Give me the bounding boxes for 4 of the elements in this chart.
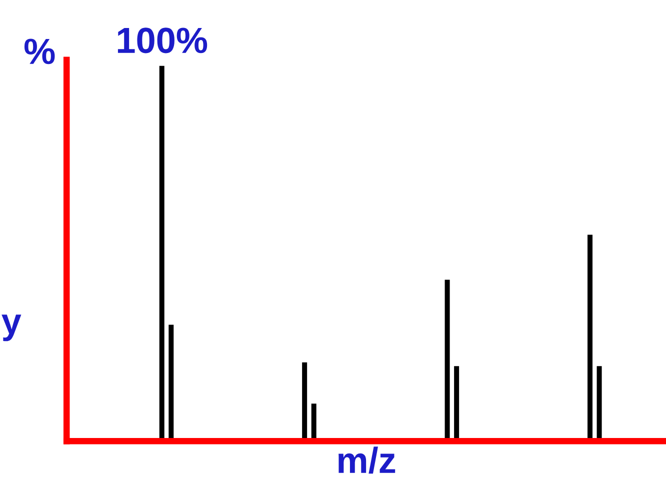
text: 100% xyxy=(118,28,208,54)
y-axis-title: % xyxy=(24,38,55,64)
x-axis-title: m/z xyxy=(338,446,396,474)
text: y xyxy=(2,314,22,342)
